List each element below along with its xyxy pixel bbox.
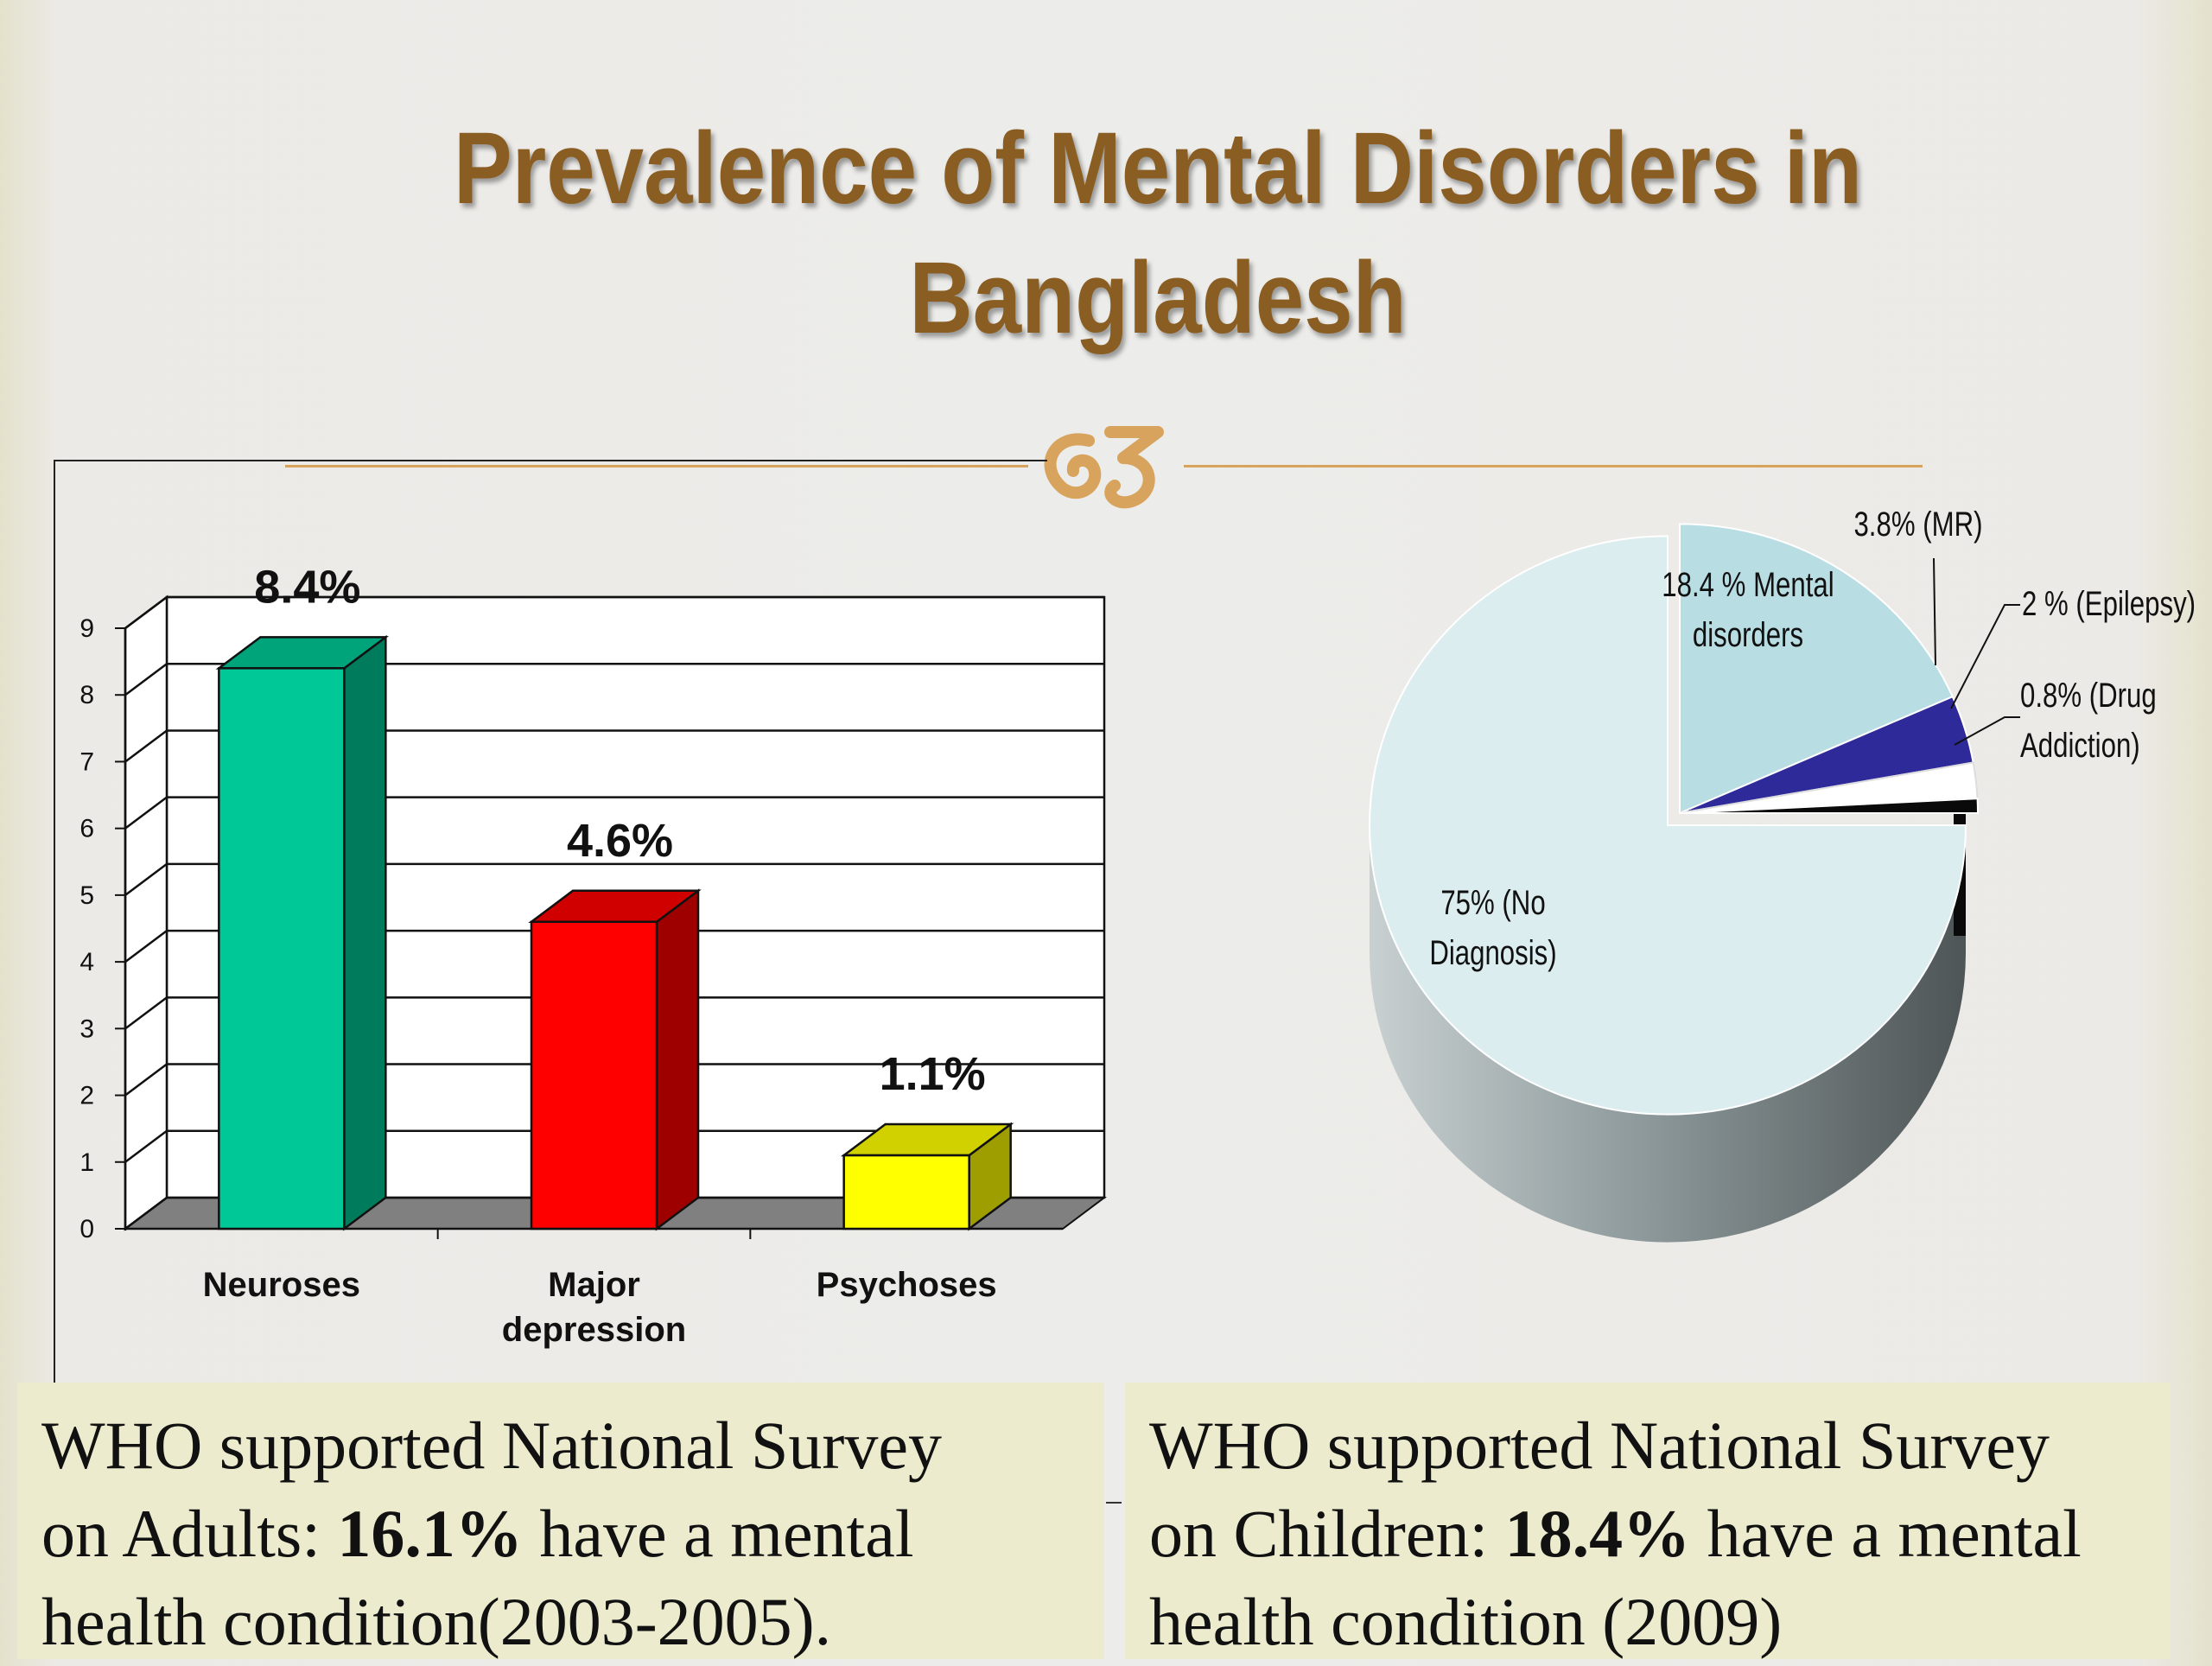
children-prevalence-value: 18.4% [1504, 1496, 1691, 1571]
children-note-suffix: have a mental [1690, 1496, 2082, 1571]
bar-data-label: 1.1% [880, 1048, 986, 1100]
gridline-side [124, 930, 168, 963]
adults-prevalence-value: 16.1% [337, 1496, 523, 1571]
adults-survey-note: WHO supported National Survey on Adults:… [17, 1383, 1104, 1659]
flourish-ornament-icon [1044, 426, 1164, 509]
y-tick-label: 8 [79, 681, 94, 709]
y-tick-label: 6 [79, 815, 94, 843]
gridline-side [124, 1129, 168, 1163]
y-tick-label: 5 [79, 881, 94, 910]
y-tick-label: 4 [79, 948, 94, 976]
adults-note-suffix: have a mental [522, 1496, 914, 1571]
slide-title-line-1: Prevalence of Mental Disorders in [454, 111, 1862, 226]
gridline-side [124, 1063, 168, 1097]
adults-note-line-1: WHO supported National Survey [41, 1408, 942, 1483]
x-category-label: depression [502, 1311, 686, 1349]
bar-data-label: 4.6% [567, 815, 673, 867]
title-divider-left [285, 465, 1028, 467]
pie-slice-label: 18.4 % Mental [1662, 565, 1834, 604]
pie-leader-line [1954, 716, 2020, 746]
bar [530, 920, 658, 1230]
children-note-line-1: WHO supported National Survey [1149, 1408, 2050, 1483]
children-note-prefix: on Children: [1149, 1496, 1505, 1571]
pie-leader-line [1933, 557, 1936, 666]
y-tick-label: 1 [79, 1148, 94, 1177]
pie-slice-label: 2 % (Epilepsy) [2022, 584, 2196, 623]
separator-mark [1106, 1502, 1122, 1504]
pie-leader-line [1950, 604, 2020, 709]
y-tick-label: 0 [79, 1215, 94, 1243]
slide-title: Prevalence of Mental Disorders in Bangla… [385, 104, 1931, 363]
chart-frame-top-edge [54, 460, 1047, 461]
bar-chart: 0 1 2 3 4 5 6 7 8 9 8.4% Neuroses 4.6% Major depressio… [79, 561, 1107, 1349]
gridline-side [124, 796, 168, 830]
bar [842, 1154, 970, 1230]
pie-slice-label: 75% (No [1440, 883, 1545, 922]
gridline-side [124, 596, 168, 629]
pie-slice-label: Addiction) [2020, 726, 2140, 765]
y-tick-label: 7 [79, 747, 94, 776]
gridline-side [124, 862, 168, 896]
adults-note-prefix: on Adults: [41, 1496, 338, 1571]
bar [218, 667, 346, 1230]
x-category-label: Psychoses [817, 1266, 997, 1304]
gridline-side [124, 663, 168, 696]
adults-note-line-3: health condition(2003-2005). [41, 1584, 832, 1659]
y-tick-label: 9 [79, 614, 94, 643]
bar-data-label: 8.4% [254, 561, 360, 613]
title-divider-right [1184, 465, 1923, 467]
children-note-line-2: on Children: 18.4% have a mental [1149, 1490, 2171, 1578]
children-note-line-3: health condition (2009) [1149, 1584, 1783, 1659]
pie-chart: 18.4 % Mental disorders 3.8% (MR) 2 % (Epil… [1369, 505, 2196, 1243]
chart-frame-left-edge [54, 460, 55, 1384]
pie-slice-label: 0.8% (Drug [2020, 676, 2157, 715]
pie-side-wall [1370, 825, 1966, 1243]
pie-slice-label: disorders [1693, 615, 1803, 654]
pie-slice [1679, 523, 1955, 815]
x-category-label: Major [548, 1266, 640, 1304]
gridline-side [124, 1197, 168, 1230]
gridline-side [124, 729, 168, 763]
x-category-label: Neuroses [203, 1266, 360, 1304]
slide-title-line-2: Bangladesh [909, 241, 1407, 355]
children-survey-note: WHO supported National Survey on Childre… [1125, 1383, 2171, 1659]
gridline-side [124, 996, 168, 1030]
pie-slice-label: Diagnosis) [1429, 933, 1556, 972]
adults-note-line-2: on Adults: 16.1% have a mental [41, 1490, 1104, 1578]
y-tick-label: 2 [79, 1082, 94, 1110]
pie-slice [1679, 798, 1980, 814]
y-tick-label: 3 [79, 1014, 94, 1043]
pie-slice [1369, 535, 1967, 1116]
pie-slice-label: 3.8% (MR) [1853, 505, 1982, 544]
